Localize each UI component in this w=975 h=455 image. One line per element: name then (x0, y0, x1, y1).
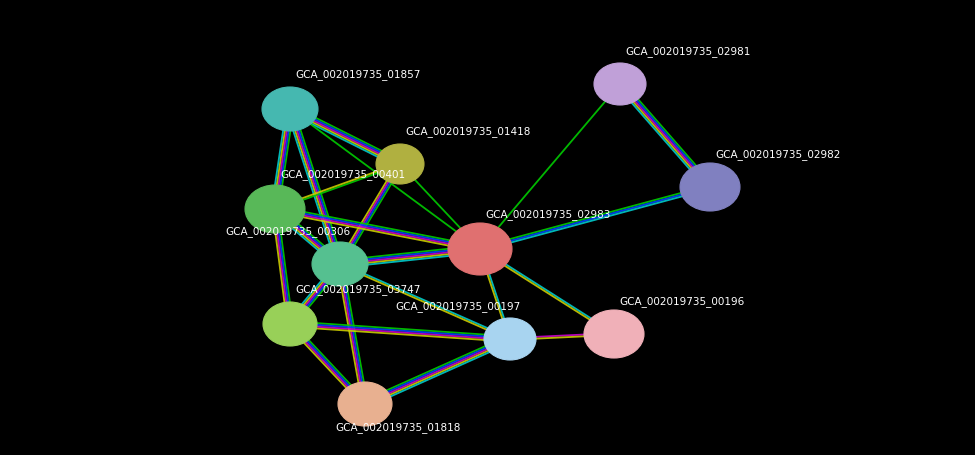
Ellipse shape (376, 145, 424, 185)
Ellipse shape (245, 186, 305, 233)
Ellipse shape (263, 302, 317, 346)
Text: GCA_002019735_03747: GCA_002019735_03747 (295, 283, 420, 294)
Text: GCA_002019735_00401: GCA_002019735_00401 (280, 169, 406, 180)
Ellipse shape (484, 318, 536, 360)
Ellipse shape (680, 164, 740, 212)
Text: GCA_002019735_01418: GCA_002019735_01418 (405, 126, 530, 136)
Ellipse shape (448, 223, 512, 275)
Text: GCA_002019735_01818: GCA_002019735_01818 (335, 421, 460, 432)
Text: GCA_002019735_02983: GCA_002019735_02983 (485, 209, 610, 219)
Ellipse shape (312, 243, 368, 286)
Ellipse shape (594, 64, 646, 106)
Text: GCA_002019735_02981: GCA_002019735_02981 (625, 46, 751, 57)
Text: GCA_002019735_00197: GCA_002019735_00197 (395, 300, 521, 311)
Text: GCA_002019735_00196: GCA_002019735_00196 (619, 295, 744, 306)
Ellipse shape (338, 382, 392, 426)
Text: GCA_002019735_02982: GCA_002019735_02982 (715, 149, 840, 160)
Ellipse shape (584, 310, 644, 358)
Ellipse shape (262, 88, 318, 131)
Text: GCA_002019735_01857: GCA_002019735_01857 (295, 69, 420, 80)
Text: GCA_002019735_00306: GCA_002019735_00306 (225, 226, 350, 237)
